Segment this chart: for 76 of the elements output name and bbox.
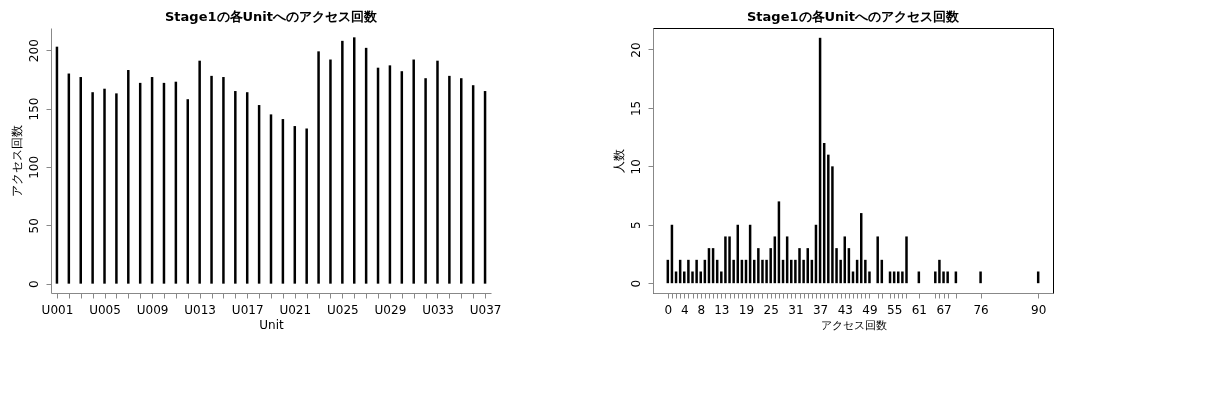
x-tick-label: U021: [279, 302, 312, 317]
x-tick-label: 13: [714, 302, 730, 317]
bar: [103, 88, 106, 284]
y-tick-label: 15: [628, 100, 643, 117]
x-tick-label: 0: [664, 302, 673, 317]
bar: [695, 259, 698, 284]
bar: [757, 248, 760, 284]
x-tick-label: 49: [862, 302, 878, 317]
x-tick-label: 43: [837, 302, 853, 317]
bar: [198, 60, 201, 284]
x-axis-title: アクセス回数: [820, 318, 887, 332]
x-tick-label: U005: [89, 302, 121, 317]
x-tick-label: U029: [374, 302, 407, 317]
bar: [79, 77, 82, 284]
x-tick-label: 4: [680, 302, 689, 317]
bar: [979, 271, 982, 284]
bar: [827, 154, 830, 284]
x-tick-label: 76: [973, 302, 989, 317]
y-tick-label: 20: [628, 42, 643, 58]
y-tick-label: 5: [628, 221, 643, 230]
y-tick-label: 200: [26, 39, 41, 63]
x-tick-label: 8: [697, 302, 706, 317]
bar: [115, 93, 118, 284]
chart-title: Stage1の各Unitへのアクセス回数: [165, 9, 378, 24]
x-tick-label: U013: [184, 302, 216, 317]
bar: [769, 248, 772, 284]
bar: [436, 60, 439, 284]
bar: [798, 248, 801, 284]
x-tick-label: 55: [887, 302, 903, 317]
x-tick-label: U037: [469, 302, 502, 317]
y-axis-title: 人数: [611, 149, 626, 173]
bar: [790, 259, 793, 284]
bar: [448, 75, 451, 284]
bar: [724, 236, 727, 284]
y-tick-label: 150: [26, 97, 41, 121]
bar: [424, 78, 427, 284]
bar: [210, 75, 213, 284]
bar: [946, 271, 949, 284]
x-tick-label: U001: [41, 302, 74, 317]
x-tick-label: U017: [231, 302, 264, 317]
bar: [329, 59, 332, 284]
bar: [305, 128, 308, 284]
x-tick-label: U033: [422, 302, 454, 317]
y-axis-title: アクセス回数: [9, 125, 24, 197]
y-tick-label: 0: [628, 279, 643, 288]
bar: [728, 236, 731, 284]
bar: [127, 70, 130, 284]
y-tick-label: 100: [26, 155, 41, 179]
y-tick-label: 50: [26, 218, 41, 234]
x-tick-label: 25: [763, 302, 779, 317]
bar: [905, 236, 908, 284]
bar: [341, 40, 344, 284]
bar: [687, 259, 690, 284]
chart-title: Stage1の各Unitへのアクセス回数: [747, 9, 960, 24]
bar: [317, 51, 320, 284]
x-tick-label: 61: [911, 302, 927, 317]
x-tick-label: 19: [738, 302, 755, 317]
bar: [806, 248, 809, 284]
bar: [412, 59, 415, 284]
bar: [222, 77, 225, 284]
bar: [460, 78, 463, 284]
bar: [864, 259, 867, 284]
x-axis-title: Unit: [259, 317, 284, 332]
bar: [234, 91, 237, 284]
bar: [897, 271, 900, 284]
bar: [938, 259, 941, 284]
y-tick-label: 10: [628, 159, 643, 175]
x-tick-label: 31: [788, 302, 804, 317]
x-tick-label: 37: [812, 302, 829, 317]
x-tick-label: U025: [327, 302, 359, 317]
y-tick-label: 0: [26, 280, 41, 288]
bar: [91, 92, 94, 284]
x-tick-label: 67: [936, 302, 952, 317]
bar: [876, 236, 879, 284]
x-tick-label: U009: [136, 302, 169, 317]
x-tick-label: 90: [1031, 302, 1047, 317]
